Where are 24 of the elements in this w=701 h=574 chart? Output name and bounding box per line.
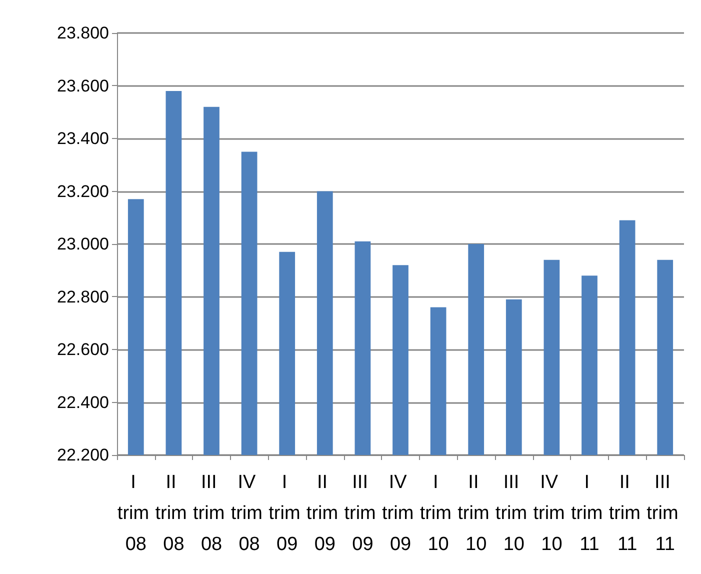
y-tick-label: 22.200 <box>57 446 109 464</box>
y-tick-label: 23.800 <box>57 24 109 42</box>
x-tick-label: II trim 11 <box>608 472 646 555</box>
y-tick-label: 23.400 <box>57 129 109 148</box>
y-tick-label: 23.200 <box>57 182 109 201</box>
x-tick-label: III trim 09 <box>344 472 382 555</box>
x-tick-label: III trim 08 <box>193 472 230 555</box>
x-tick-label: I trim 11 <box>571 472 608 555</box>
x-tick-label: II trim 10 <box>458 472 495 555</box>
x-tick-label: II trim 09 <box>306 472 344 555</box>
x-tick-label: IV trim 10 <box>533 472 570 555</box>
y-tick-label: 22.600 <box>57 340 109 359</box>
y-tick-label: 22.400 <box>57 392 109 412</box>
x-tick-label: I trim 09 <box>268 472 306 555</box>
x-tick-label: I trim 08 <box>117 472 154 555</box>
x-tick-label: IV trim 08 <box>230 472 268 555</box>
x-tick-label: II trim 08 <box>155 472 192 555</box>
y-tick-label: 23.600 <box>57 76 109 96</box>
y-tick-label: 22.800 <box>57 287 109 306</box>
x-tick-label: III trim 11 <box>646 472 684 555</box>
x-tick-label: III trim 10 <box>495 472 532 555</box>
y-tick-label: 23.000 <box>57 234 109 254</box>
x-tick-label: I trim 10 <box>420 472 457 555</box>
x-tick-label: IV trim 09 <box>382 472 419 555</box>
